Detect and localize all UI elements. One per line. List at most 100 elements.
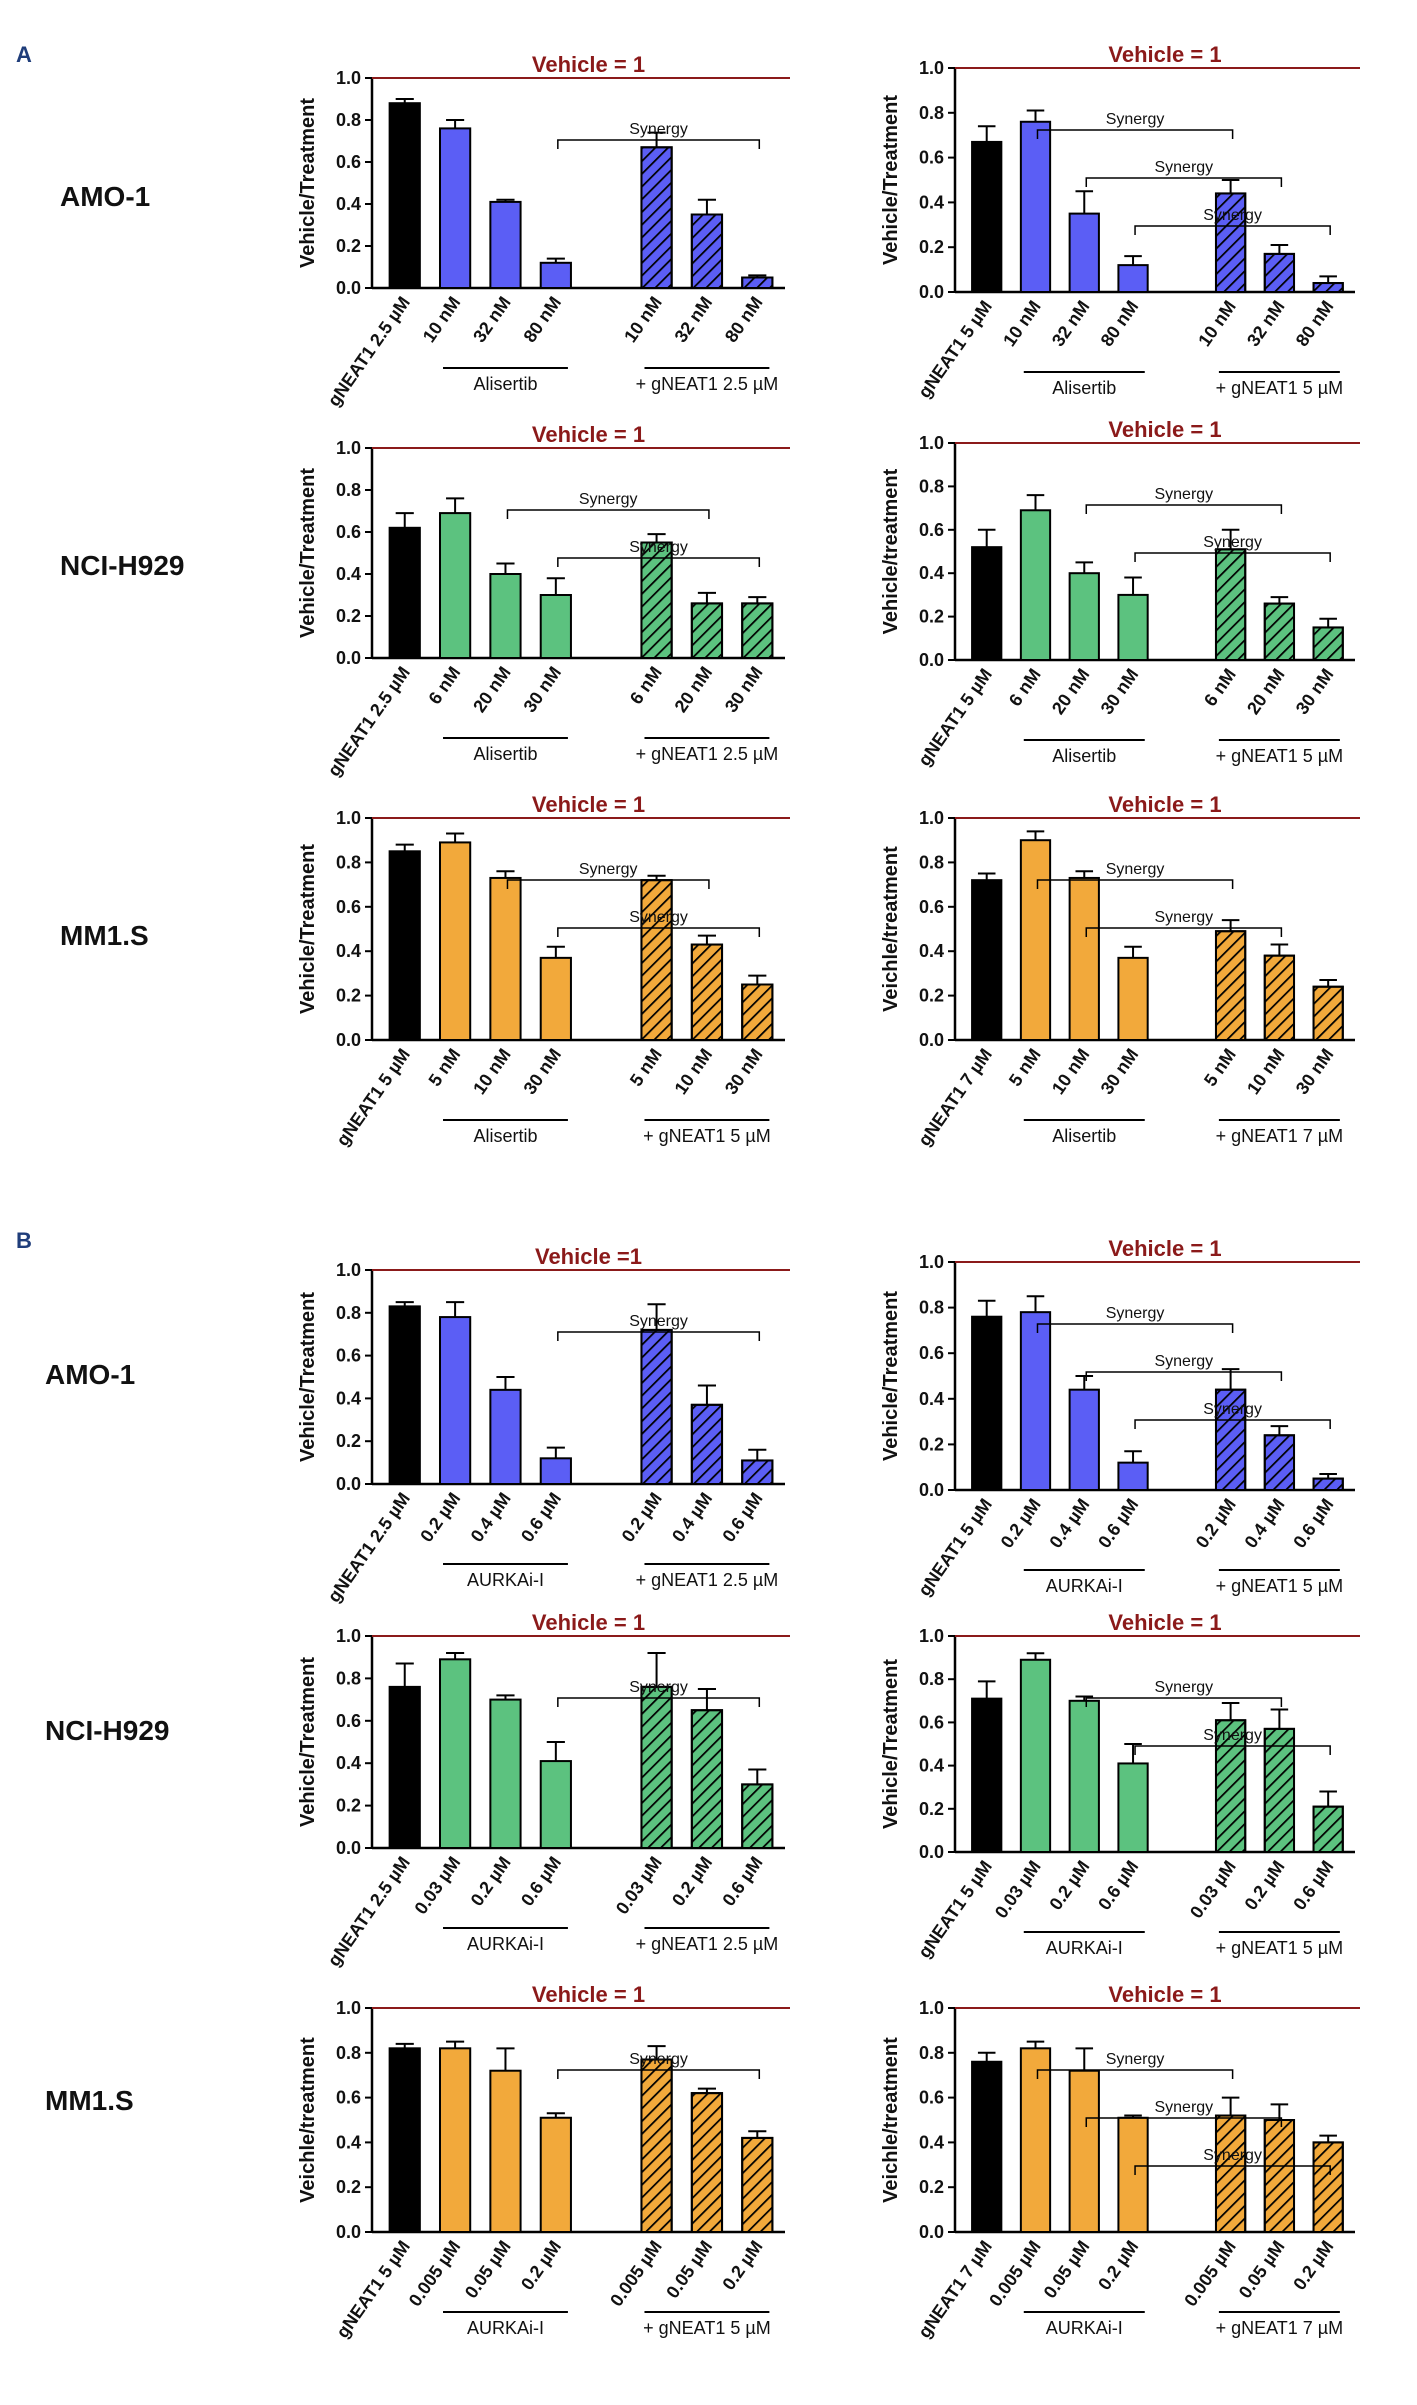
synergy-bracket xyxy=(1134,2165,1331,2175)
synergy-label: Synergy xyxy=(629,2051,688,2068)
synergy-label: Synergy xyxy=(629,909,688,926)
y-tick-label: 1.0 xyxy=(336,1998,361,2018)
category-label: 10 nM xyxy=(620,293,666,346)
category-label: 0.6 µM xyxy=(517,1489,565,1546)
y-tick-label: 0.6 xyxy=(336,1346,361,1366)
category-label: 32 nM xyxy=(1048,297,1094,350)
y-tick-label: 0.2 xyxy=(336,2177,361,2197)
category-label: 0.2 µM xyxy=(618,1489,666,1546)
chart-title: Vehicle = 1 xyxy=(1108,42,1221,67)
y-axis-label: Vehicle/Treatment xyxy=(880,95,902,265)
row-label-a-mm1s: MM1.S xyxy=(60,920,149,951)
synergy-bracket xyxy=(1036,2069,1234,2079)
y-tick-label: 1.0 xyxy=(919,808,944,828)
y-tick-label: 0.6 xyxy=(919,1712,944,1732)
y-tick-label: 1.0 xyxy=(919,1252,944,1272)
synergy-bracket xyxy=(1134,1745,1331,1755)
bar xyxy=(971,879,1003,1041)
y-tick-label: 0.0 xyxy=(336,648,361,668)
synergy-label: Synergy xyxy=(1154,486,1213,503)
bar xyxy=(1117,1762,1149,1853)
group-label: Alisertib xyxy=(473,744,537,764)
category-label: 10 nM xyxy=(1243,1045,1289,1098)
synergy-bracket xyxy=(1036,129,1234,139)
category-label: 5 nM xyxy=(424,1045,464,1090)
y-tick-label: 0.6 xyxy=(919,2088,944,2108)
category-label: gNEAT1 7 µM xyxy=(914,1045,996,1150)
synergy-label: Synergy xyxy=(1154,909,1213,926)
category-label: 10 nM xyxy=(419,293,465,346)
synergy-bracket xyxy=(1085,177,1283,187)
synergy-label: Synergy xyxy=(579,861,638,878)
bar xyxy=(1019,1311,1052,1492)
bar-hatch xyxy=(1312,282,1344,294)
category-label: 0.4 µM xyxy=(668,1489,716,1546)
synergy-bracket xyxy=(1134,225,1331,235)
y-tick-label: 0.2 xyxy=(919,237,944,257)
bar xyxy=(1068,1388,1100,1492)
bar xyxy=(489,200,522,289)
synergy-label: Synergy xyxy=(629,1679,688,1696)
y-tick-label: 0.2 xyxy=(919,1434,944,1454)
y-tick-label: 0.4 xyxy=(336,941,361,961)
bar xyxy=(388,526,421,659)
category-label: 30 nM xyxy=(1292,1045,1338,1098)
y-tick-label: 1.0 xyxy=(919,1626,944,1646)
category-label: 5 nM xyxy=(1200,1045,1240,1090)
category-label: 0.03 µM xyxy=(612,1853,666,1918)
category-label: 0.05 µM xyxy=(1235,2237,1289,2302)
bar-hatch xyxy=(690,2092,724,2234)
chart-title: Vehicle = 1 xyxy=(532,422,645,447)
bar xyxy=(971,546,1003,661)
chart-title: Vehicle = 1 xyxy=(532,1982,645,2007)
panel-letter-b: B xyxy=(16,1228,32,1253)
category-label: 32 nM xyxy=(671,293,717,346)
y-tick-label: 0.6 xyxy=(336,897,361,917)
y-axis-label: Veichle/treatment xyxy=(880,2037,902,2203)
group-label: + gNEAT1 7 µM xyxy=(1216,1126,1344,1146)
category-label: 20 nM xyxy=(1048,665,1094,718)
y-tick-label: 0.4 xyxy=(336,194,361,214)
group-label: + gNEAT1 2.5 µM xyxy=(636,744,779,764)
y-axis-label: Vehicle/Treatment xyxy=(880,1659,902,1829)
category-label: 0.2 µM xyxy=(416,1489,464,1546)
chart-title: Vehicle = 1 xyxy=(1108,417,1221,442)
group-label: AURKAi-I xyxy=(1046,1576,1123,1596)
bar xyxy=(1068,572,1100,662)
bar-hatch xyxy=(741,2136,774,2233)
y-tick-label: 0.4 xyxy=(919,192,944,212)
bar-hatch xyxy=(640,1685,673,1849)
bar xyxy=(1019,509,1052,661)
bar-hatch xyxy=(640,2058,673,2234)
category-label: 10 nM xyxy=(671,1045,717,1098)
y-tick-label: 0.2 xyxy=(919,1799,944,1819)
category-label: 0.03 µM xyxy=(410,1853,464,1918)
bar xyxy=(438,841,472,1041)
synergy-label: Synergy xyxy=(1203,2147,1262,2164)
chart-2: 0.0 0.2 0.4 0.6 0.8 1.0 Vehicle/Treatment Vehic… xyxy=(297,422,790,780)
category-label: 0.4 µM xyxy=(467,1489,515,1546)
synergy-bracket xyxy=(1085,504,1283,514)
y-tick-label: 0.4 xyxy=(919,563,944,583)
y-tick-label: 0.8 xyxy=(336,2043,361,2063)
y-tick-label: 0.2 xyxy=(919,986,944,1006)
y-tick-label: 0.8 xyxy=(336,1303,361,1323)
category-label: 0.6 µM xyxy=(1289,1495,1337,1552)
category-label: 5 nM xyxy=(1005,1045,1045,1090)
synergy-bracket xyxy=(1085,1371,1283,1381)
category-label: 0.2 µM xyxy=(718,2237,766,2294)
bar xyxy=(1019,2047,1052,2234)
y-tick-label: 0.0 xyxy=(336,1838,361,1858)
y-axis-label: Vehicle/Treatment xyxy=(297,1657,319,1827)
category-label: 0.005 µM xyxy=(1180,2237,1240,2310)
bar-hatch xyxy=(1312,1477,1344,1491)
y-tick-label: 0.6 xyxy=(336,152,361,172)
category-label: 5 nM xyxy=(626,1045,666,1090)
bar xyxy=(539,956,572,1041)
y-tick-label: 0.4 xyxy=(336,1753,361,1773)
y-tick-label: 0.2 xyxy=(336,236,361,256)
synergy-label: Synergy xyxy=(1106,1305,1165,1322)
bar-hatch xyxy=(1263,1434,1296,1492)
bar-hatch xyxy=(1312,1805,1344,1854)
